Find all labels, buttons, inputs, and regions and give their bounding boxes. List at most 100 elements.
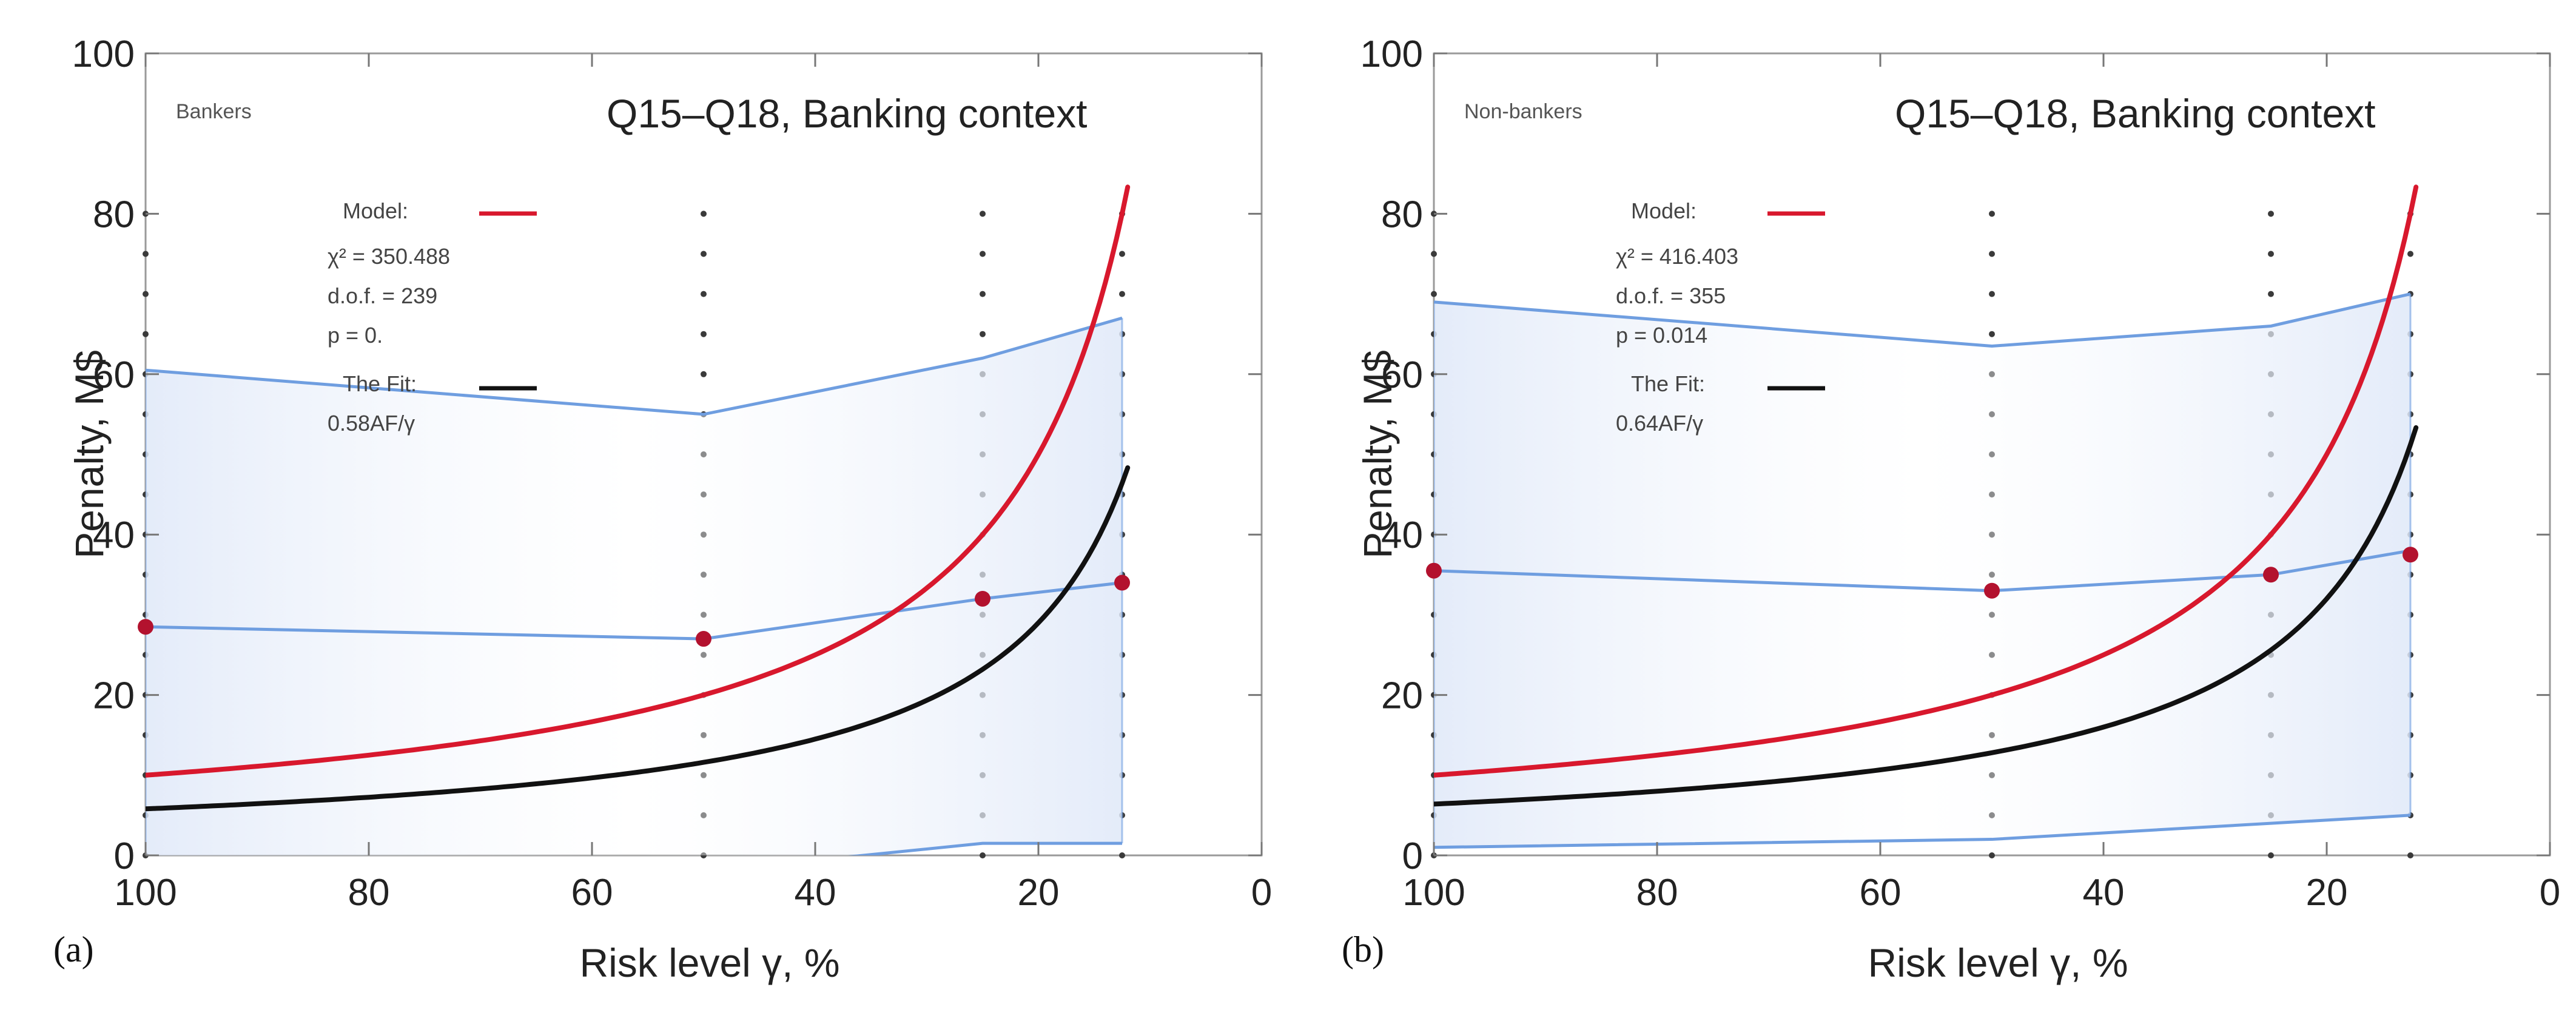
legend-fit-label: The Fit: [1631, 371, 1705, 396]
grid-dot [1431, 251, 1437, 257]
data-point [975, 590, 990, 607]
x-tick-label: 40 [795, 872, 836, 914]
chart-a-svg: 0 20 40 60 80 100 100 80 60 40 20 0 Bankers Q15–Q1… [53, 33, 1272, 985]
x-axis-title: Risk level γ, % [1868, 940, 2128, 985]
grid-dot [2268, 251, 2274, 257]
data-point [138, 619, 153, 635]
legend-dof: d.o.f. = 355 [1616, 283, 1726, 308]
grid-dot [1431, 291, 1437, 297]
x-tick-label: 100 [1402, 872, 1465, 914]
group-label: Bankers [176, 100, 252, 123]
grid-dot [2268, 291, 2274, 297]
x-tick-label: 20 [1018, 872, 1060, 914]
grid-dot [980, 331, 986, 337]
fit-curve [1434, 425, 2419, 807]
data-point [2403, 547, 2418, 563]
grid-dot [143, 291, 149, 297]
legend-fit-formula: 0.58AF/γ [328, 411, 415, 436]
data-point [1984, 582, 2000, 599]
x-tick-label: 20 [2306, 872, 2348, 914]
y-axis-title: Penalty, M$ [67, 350, 112, 559]
legend-model-label: Model: [343, 198, 408, 223]
group-label: Non-bankers [1464, 100, 1582, 123]
band-upper-line [1434, 292, 2411, 348]
y-tick-label: 20 [1381, 675, 1423, 717]
y-tick-label: 100 [1360, 33, 1423, 75]
band-mid-line [1434, 549, 2411, 593]
band-upper-line [146, 316, 1123, 416]
fit-curve [146, 465, 1131, 812]
grid-dot [701, 291, 707, 297]
chart-panel-a: 0 20 40 60 80 100 100 80 60 40 20 0 Bankers Q15–Q1… [0, 0, 1288, 1018]
legend-chi-square: χ² = 416.403 [1616, 244, 1738, 269]
x-tick-label: 60 [571, 872, 613, 914]
grid-dot [1989, 211, 1995, 217]
band-lower-line [847, 841, 1122, 855]
model-curve [1434, 184, 2419, 778]
grid-dot [701, 251, 707, 257]
x-tick-label: 40 [2083, 872, 2125, 914]
grid-dot [1989, 331, 1995, 337]
x-tick-label: 0 [2540, 872, 2560, 914]
legend: Model: χ² = 350.488 d.o.f. = 239 p = 0. … [328, 198, 537, 436]
y-tick-label: 80 [93, 194, 135, 235]
y-tick-label: 20 [93, 675, 135, 717]
grid-dot [143, 331, 149, 337]
data-point [696, 631, 711, 647]
data-point [1426, 562, 1442, 579]
x-axis-title: Risk level γ, % [579, 940, 839, 985]
grid-dot [2268, 852, 2274, 858]
grid-dot [980, 251, 986, 257]
data-point [2263, 567, 2279, 583]
model-curve [146, 184, 1131, 778]
y-tick-label: 40 [1381, 514, 1423, 556]
chart-b-svg: 0 20 40 60 80 100 100 80 60 40 20 0 Non-bankers Q1… [1342, 33, 2560, 985]
x-tick-label: 0 [1251, 872, 1272, 914]
x-tick-label: 80 [348, 872, 390, 914]
legend-fit-formula: 0.64AF/γ [1616, 411, 1703, 436]
legend: Model: χ² = 416.403 d.o.f. = 355 p = 0.0… [1616, 198, 1825, 436]
data-point [1114, 575, 1130, 591]
x-tick-label: 80 [1636, 872, 1678, 914]
y-tick-label: 0 [114, 835, 135, 877]
grid-dot [1119, 251, 1125, 257]
legend-p-value: p = 0. [328, 323, 383, 348]
grid-dot [1989, 251, 1995, 257]
grid-dot [701, 371, 707, 377]
chart-title: Q15–Q18, Banking context [1895, 91, 2376, 136]
grid-dot [1989, 291, 1995, 297]
x-tick-label: 60 [1860, 872, 1902, 914]
x-tick-label: 100 [114, 872, 177, 914]
grid-dot [701, 331, 707, 337]
y-tick-label: 80 [1381, 194, 1423, 235]
grid-dot [2407, 852, 2413, 858]
y-axis-title: Penalty, M$ [1355, 350, 1400, 559]
legend-dof: d.o.f. = 239 [328, 283, 437, 308]
legend-chi-square: χ² = 350.488 [328, 244, 450, 269]
chart-title: Q15–Q18, Banking context [607, 91, 1088, 136]
grid-dot [1989, 852, 1995, 858]
y-tick-label: 100 [72, 33, 135, 75]
legend-model-label: Model: [1631, 198, 1697, 223]
band-mid-line [146, 581, 1123, 641]
grid-dot [143, 251, 149, 257]
grid-dot [980, 211, 986, 217]
grid-dot [1119, 291, 1125, 297]
grid-dot [2268, 211, 2274, 217]
grid-dot [980, 852, 986, 858]
panel-tag: (a) [53, 929, 94, 969]
grid-dot [980, 291, 986, 297]
grid-dot [701, 211, 707, 217]
panel-tag: (b) [1342, 929, 1384, 969]
y-tick-label: 40 [93, 514, 135, 556]
legend-fit-label: The Fit: [343, 371, 417, 396]
band-lower-line [1434, 814, 2411, 849]
y-tick-label: 60 [1381, 354, 1423, 396]
grid-dot [1119, 852, 1125, 858]
confidence-band [1434, 294, 2410, 847]
legend-p-value: p = 0.014 [1616, 323, 1707, 348]
y-tick-label: 0 [1402, 835, 1423, 877]
y-tick-label: 60 [93, 354, 135, 396]
chart-panel-b: 0 20 40 60 80 100 100 80 60 40 20 0 Non-bankers Q1… [1288, 0, 2576, 1018]
grid-dot [2407, 251, 2413, 257]
